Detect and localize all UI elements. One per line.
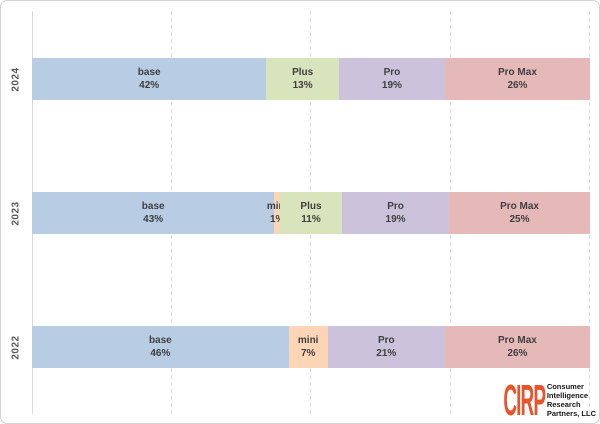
- logo-text-line: Consumer: [546, 382, 584, 392]
- segment-value: 19%: [381, 80, 402, 91]
- segment-base: base 43%: [32, 192, 275, 234]
- segment-value: 43%: [143, 214, 164, 225]
- logo-text-line: Partners, LLC: [546, 408, 596, 418]
- segment-pro: Pro 19%: [341, 192, 450, 234]
- segment-value: 19%: [385, 214, 406, 225]
- segment-value: 46%: [150, 348, 171, 359]
- segment-pro: Pro 19%: [338, 58, 445, 100]
- logo-text-line: Research: [546, 399, 581, 409]
- logo-text-line: Intelligence: [546, 391, 589, 401]
- year-axis-label-text: 2024: [10, 66, 22, 92]
- segment-mini: mini 1%: [267, 192, 287, 234]
- segment-label: base: [141, 201, 165, 212]
- bar-row-2023: 2023 base 43% mini 1% Plus 11% Pro 19% Pro Max 25%: [11, 192, 590, 234]
- segment-label: Pro Max: [497, 335, 537, 346]
- segment-pro-max: Pro Max 26%: [444, 326, 590, 368]
- cirp-logo-acronym: CIRP: [503, 375, 546, 424]
- segment-value: 7%: [300, 348, 316, 359]
- segment-base: base 46%: [32, 326, 289, 368]
- segment-base: base 42%: [32, 58, 267, 100]
- cirp-logo: CIRP Consumer Intelligence Research Partner…: [448, 375, 596, 424]
- segment-plus: Plus 11%: [279, 192, 342, 234]
- segment-label: mini: [297, 335, 319, 346]
- segment-label: Pro Max: [500, 201, 539, 212]
- segment-label: Pro: [377, 335, 395, 346]
- segment-label: mini: [266, 201, 288, 212]
- bar-row-2022: 2022 base 46% mini 7% Pro 21% Pro Max 26%: [11, 326, 590, 368]
- segment-value: 42%: [139, 80, 160, 91]
- segment-pro-max: Pro Max 25%: [449, 192, 590, 234]
- year-axis-label-text: 2023: [10, 200, 22, 226]
- segment-value: 26%: [507, 348, 528, 359]
- segment-value: 1%: [269, 214, 285, 225]
- segment-label: Plus: [300, 201, 322, 212]
- year-axis-label-text: 2022: [10, 334, 22, 360]
- segment-label: base: [148, 335, 172, 346]
- segment-label: Pro Max: [497, 67, 537, 78]
- year-axis-label: 2023: [1, 192, 31, 234]
- segment-label: Plus: [292, 67, 314, 78]
- cirp-logo-name: Consumer Intelligence Research Partners, LL…: [547, 383, 596, 418]
- segment-label: base: [137, 67, 161, 78]
- segment-label: Pro: [387, 201, 404, 212]
- segment-value: 26%: [507, 80, 528, 91]
- segment-pro: Pro 21%: [327, 326, 445, 368]
- year-axis-label: 2022: [1, 326, 31, 368]
- year-axis-label: 2024: [1, 58, 31, 100]
- segment-pro-max: Pro Max 26%: [444, 58, 590, 100]
- segment-mini: mini 7%: [288, 326, 328, 368]
- segment-value: 13%: [292, 80, 313, 91]
- plot-area: 2024 base 42% Plus 13% Pro 19% Pro Max 26% 2023 ba…: [11, 11, 590, 414]
- segment-value: 25%: [509, 214, 530, 225]
- segment-label: Pro: [383, 67, 401, 78]
- segment-plus: Plus 13%: [266, 58, 339, 100]
- segment-value: 11%: [301, 214, 321, 225]
- segment-value: 21%: [376, 348, 397, 359]
- bar-row-2024: 2024 base 42% Plus 13% Pro 19% Pro Max 26%: [11, 58, 590, 100]
